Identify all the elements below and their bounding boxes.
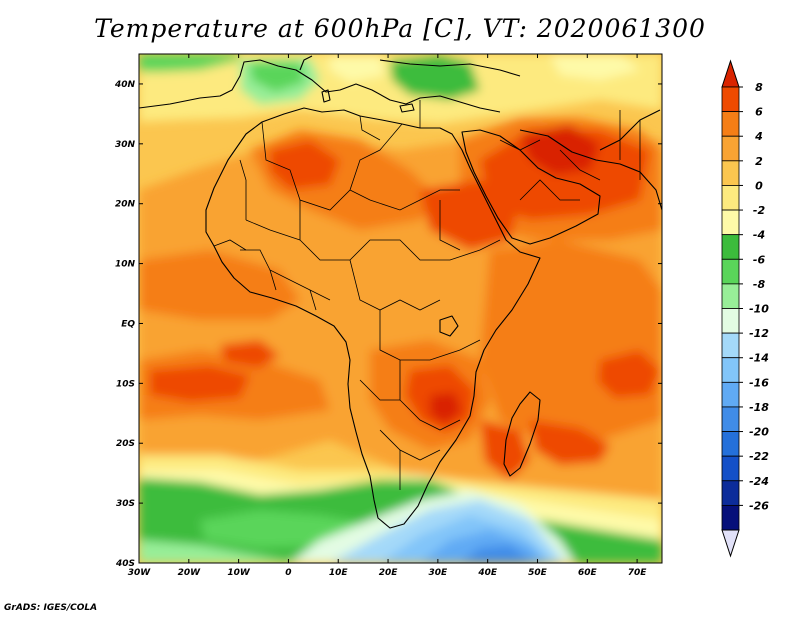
colorbar-label: 8 (755, 81, 763, 94)
colorbar-swatch (721, 86, 740, 113)
colorbar-bottom-arrow (721, 529, 740, 558)
latitude-axis: 40N 30N 20N 10N EQ 10S 20S 30S 40S (114, 80, 662, 569)
lat-tick-label: EQ (121, 319, 135, 329)
temperature-field (139, 54, 662, 563)
colorbar-label: 0 (755, 179, 763, 192)
colorbar-swatch (721, 111, 740, 137)
lon-tick-label: 30E (429, 568, 449, 578)
colorbar-label: -26 (749, 499, 769, 512)
credit-text: GrADS: IGES/COLA (4, 603, 98, 613)
colorbar-label: 4 (754, 130, 763, 143)
lon-tick-label: 10E (329, 568, 349, 578)
colorbar-label: -6 (753, 253, 766, 266)
lon-tick-label: 60E (578, 568, 598, 578)
lon-tick-label: 20E (379, 568, 399, 578)
colorbar-label: 2 (755, 155, 763, 168)
longitude-axis: 30W 20W 10W 0 10E 20E 30E 40E 50E 60E 70E (128, 54, 648, 578)
colorbar-swatch (721, 332, 740, 359)
lat-tick-label: 40S (115, 559, 135, 569)
colorbar-label: -14 (749, 352, 769, 365)
colorbar-label: -22 (749, 450, 769, 463)
lon-tick-label: 50E (528, 568, 548, 578)
plot-frame (138, 53, 663, 564)
colorbar-swatch (721, 431, 740, 457)
country-borders (213, 100, 641, 490)
colorbar-label: 6 (755, 106, 763, 119)
colorbar-label: -12 (749, 327, 769, 340)
lat-tick-label: 10S (116, 379, 135, 389)
map-title: Temperature at 600hPa [C], VT: 202006130… (94, 14, 706, 43)
colorbar-label: -16 (749, 376, 769, 389)
colorbar-swatch (721, 406, 740, 432)
lat-tick-label: 30S (116, 499, 135, 509)
lat-tick-label: 10N (115, 260, 136, 270)
colorbar: 8 6 4 2 0 -2 -4 -6 -8 -10 -12 -14 -16 -18 -20 -22 -24 -26 (721, 59, 769, 558)
colorbar-label: -2 (753, 204, 766, 217)
colorbar-top-arrow (721, 59, 740, 88)
colorbar-swatch (721, 504, 740, 531)
lat-tick-label: 20S (116, 439, 135, 449)
colorbar-label: -24 (749, 475, 769, 488)
colorbar-swatch (721, 258, 740, 285)
colorbar-swatch (721, 455, 740, 482)
colorbar-swatch (721, 135, 740, 162)
lon-tick-label: 70E (628, 568, 648, 578)
lat-tick-label: 20N (115, 200, 136, 210)
colorbar-label: -8 (753, 278, 766, 291)
lat-tick-label: 40N (114, 80, 136, 90)
colorbar-swatch (721, 234, 740, 260)
map-figure: 30W 20W 10W 0 10E 20E 30E 40E 50E 60E 70E 40N30N20… (114, 53, 769, 578)
colorbar-label: -10 (749, 303, 769, 316)
lon-tick-label: 30W (128, 568, 152, 578)
colorbar-label: -18 (749, 401, 769, 414)
lat-tick-label: 30N (115, 140, 136, 150)
colorbar-swatch (721, 308, 740, 334)
colorbar-swatch (721, 357, 740, 383)
lon-tick-label: 10W (227, 568, 251, 578)
lon-tick-label: 40E (477, 568, 498, 578)
colorbar-swatch (721, 209, 740, 236)
colorbar-swatch (721, 185, 740, 211)
colorbar-swatch (721, 283, 740, 309)
coastlines (139, 55, 662, 529)
colorbar-label: -4 (753, 229, 765, 242)
colorbar-swatch (721, 160, 740, 186)
colorbar-label: -20 (749, 426, 769, 439)
lon-tick-label: 0 (285, 568, 291, 578)
lon-tick-label: 20W (178, 568, 202, 578)
colorbar-swatch (721, 480, 740, 506)
colorbar-swatch (721, 381, 740, 408)
